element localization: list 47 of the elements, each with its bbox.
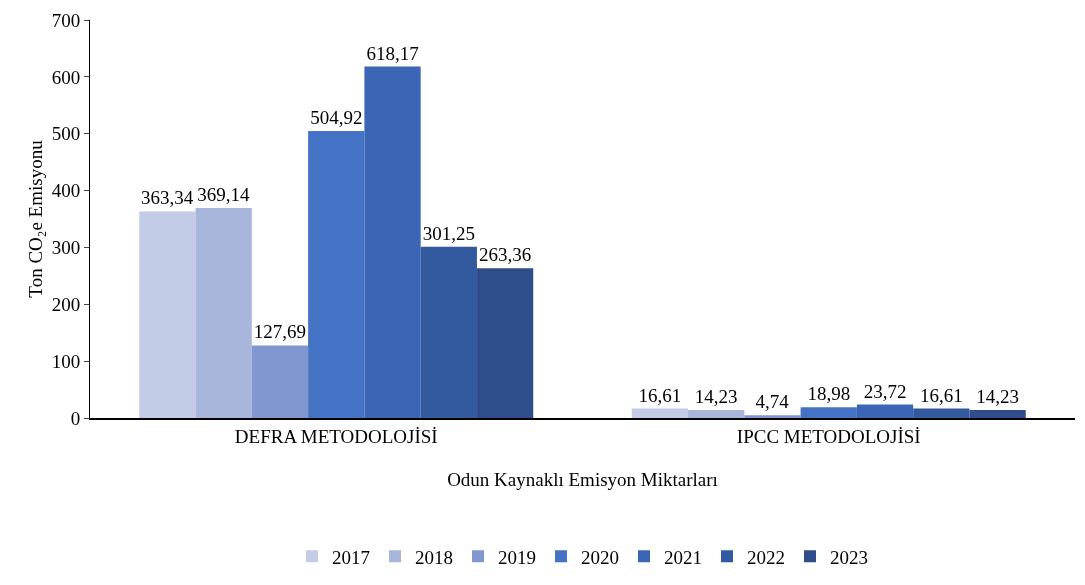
data-label: 14,23 (694, 385, 738, 407)
y-tick-label: 500 (51, 123, 81, 145)
bar (476, 268, 534, 418)
data-label: 23,72 (863, 380, 907, 402)
bar (364, 66, 421, 418)
bar (195, 208, 252, 418)
legend-label: 2022 (747, 546, 785, 568)
legend-label: 2023 (830, 546, 868, 568)
bar (800, 407, 857, 418)
legend-label: 2020 (581, 546, 619, 568)
data-label: 127,69 (253, 321, 307, 343)
data-label: 16,61 (638, 384, 682, 406)
data-label: 618,17 (366, 42, 419, 64)
legend-label: 2021 (664, 546, 702, 568)
y-tick-label: 400 (51, 180, 81, 202)
bar (308, 130, 365, 418)
y-tick-label: 700 (51, 9, 81, 31)
legend-label: 2018 (415, 546, 453, 568)
data-label: 4,74 (755, 391, 790, 413)
data-label: 369,14 (197, 184, 251, 206)
bar (631, 408, 689, 418)
x-tick-label: IPCC METODOLOJİSİ (736, 425, 921, 447)
bar (139, 211, 196, 418)
x-tick-label: DEFRA METODOLOJİSİ (234, 425, 438, 447)
y-tick-label: 600 (51, 66, 81, 88)
bar (744, 415, 801, 418)
bar (420, 246, 477, 418)
bar (251, 345, 309, 418)
data-label: 18,98 (807, 383, 851, 405)
y-axis-title: Ton CO₂e Emisyonu (25, 139, 46, 298)
y-tick-label: 200 (51, 293, 81, 315)
bar (913, 408, 970, 418)
bar (856, 404, 914, 418)
data-label: 301,25 (422, 222, 475, 244)
data-label: 504,92 (310, 106, 363, 128)
bar (688, 409, 745, 418)
data-label: 263,36 (478, 244, 532, 266)
data-label: 16,61 (919, 384, 963, 406)
legend-label: 2019 (498, 546, 536, 568)
legend-label: 2017 (332, 546, 370, 568)
data-label: 363,34 (141, 187, 194, 209)
bar (969, 409, 1026, 418)
y-tick-label: 300 (51, 237, 81, 259)
y-tick-label: 100 (51, 350, 81, 372)
x-axis-title: Odun Kaynaklı Emisyon Miktarları (447, 469, 718, 490)
data-label: 14,23 (976, 385, 1019, 407)
y-tick-label: 0 (70, 407, 81, 429)
